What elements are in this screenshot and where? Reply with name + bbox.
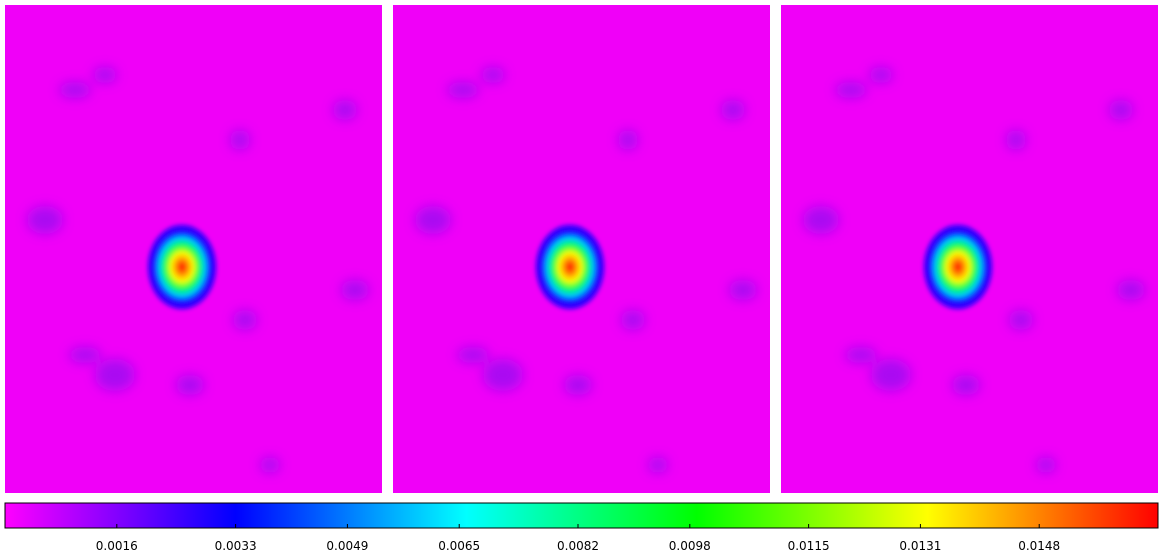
colorbar-tick-label: 0.0033 — [215, 539, 257, 553]
panel-notch — [0, 0, 110, 5]
colorbar-tick-label: 0.0049 — [326, 539, 368, 553]
colorbar-tick-label: 0.0131 — [899, 539, 941, 553]
colorbar-tick-label: 0.0115 — [788, 539, 830, 553]
heatmap-panel — [393, 5, 770, 493]
colorbar-tick-label: 0.0098 — [669, 539, 711, 553]
heatmap-panel — [781, 5, 1158, 493]
colorbar-tick-label: 0.0148 — [1018, 539, 1060, 553]
colorbar-tick-label: 0.0065 — [438, 539, 480, 553]
heatmap-panel — [5, 5, 382, 493]
colorbar: 0.0016 0.0033 0.0049 0.0065 0.0082 0.0098 0.01… — [4, 502, 1159, 553]
colorbar-gradient — [4, 502, 1159, 529]
colorbar-tick-label: 0.0016 — [96, 539, 138, 553]
colorbar-tick-label: 0.0082 — [557, 539, 599, 553]
